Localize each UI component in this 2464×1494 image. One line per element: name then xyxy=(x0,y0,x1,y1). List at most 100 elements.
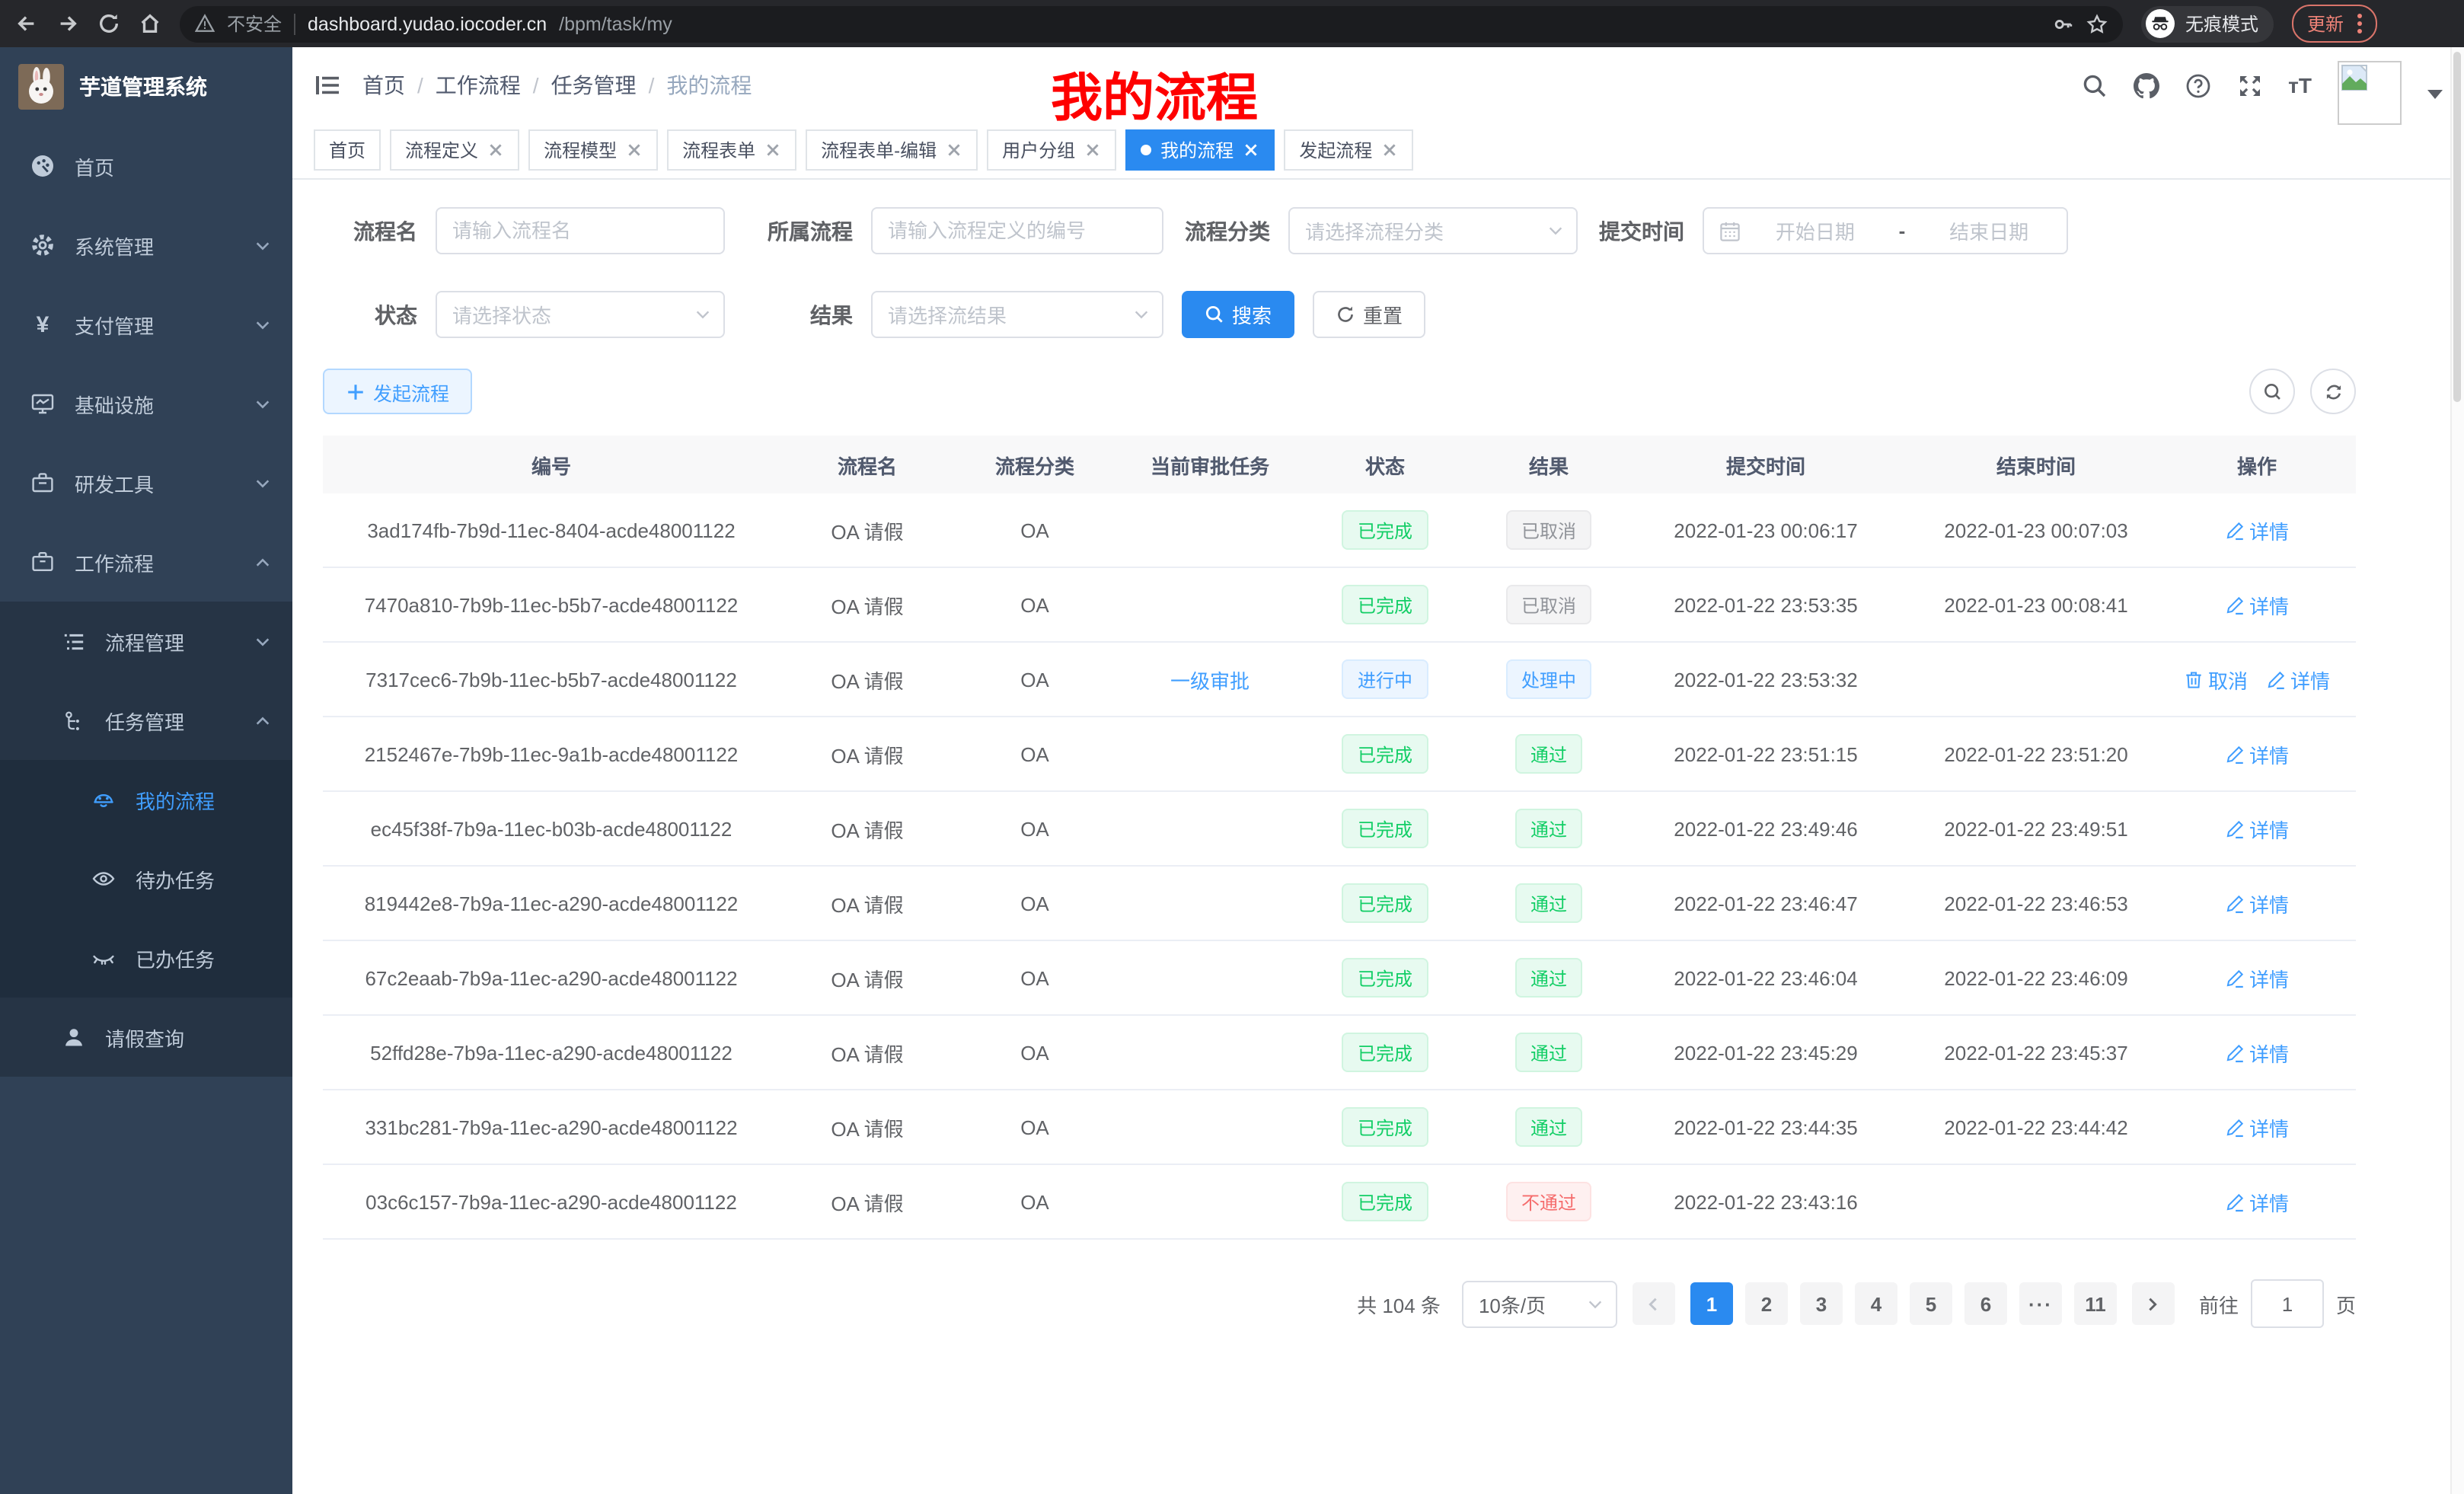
sidebar-item-todo-tasks[interactable]: 待办任务 xyxy=(0,839,292,918)
goto-suffix: 页 xyxy=(2335,1294,2356,1317)
close-icon[interactable] xyxy=(946,142,962,158)
tab-my-process[interactable]: 我的流程 xyxy=(1125,129,1275,171)
status-select[interactable]: 请选择状态 xyxy=(436,291,725,338)
page-button-4[interactable]: 4 xyxy=(1854,1282,1897,1325)
detail-link[interactable]: 详情 xyxy=(2225,1038,2289,1067)
update-button[interactable]: 更新 xyxy=(2292,5,2378,43)
close-icon[interactable] xyxy=(1084,142,1101,158)
breadcrumb-home[interactable]: 首页 xyxy=(362,73,405,97)
divider xyxy=(294,13,296,34)
help-icon[interactable] xyxy=(2185,72,2210,98)
search-button[interactable]: 搜索 xyxy=(1182,291,1295,338)
reload-icon[interactable] xyxy=(97,12,120,35)
detail-link[interactable]: 详情 xyxy=(2266,665,2330,694)
browser-menu-icon[interactable] xyxy=(2357,14,2363,34)
status-badge: 已完成 xyxy=(1342,809,1428,848)
app-title: 芋道管理系统 xyxy=(79,75,207,99)
task-link[interactable]: 一级审批 xyxy=(1170,669,1250,692)
close-icon[interactable] xyxy=(1381,142,1398,158)
table-row: 7317cec6-7b9b-11ec-b5b7-acde48001122 OA 请… xyxy=(323,643,2356,717)
breadcrumb-current: 我的流程 xyxy=(666,73,752,97)
font-size-icon[interactable]: ᴛT xyxy=(2288,73,2312,97)
page-button-5[interactable]: 5 xyxy=(1909,1282,1952,1325)
chevron-down-icon xyxy=(256,400,270,408)
back-icon[interactable] xyxy=(15,12,38,35)
sidebar-item-devtools[interactable]: 研发工具 xyxy=(0,443,292,522)
page-button-6[interactable]: 6 xyxy=(1964,1282,2007,1325)
detail-link[interactable]: 详情 xyxy=(2225,963,2289,992)
sidebar-item-payment[interactable]: ¥ 支付管理 xyxy=(0,285,292,364)
breadcrumb-workflow[interactable]: 工作流程 xyxy=(435,73,521,97)
update-label: 更新 xyxy=(2307,14,2344,35)
search-icon[interactable] xyxy=(2081,72,2107,98)
cancel-link[interactable]: 取消 xyxy=(2184,665,2248,694)
address-bar[interactable]: 不安全 dashboard.yudao.iocoder.cn/bpm/task/… xyxy=(180,5,2123,42)
detail-link[interactable]: 详情 xyxy=(2225,590,2289,619)
tab-user-group[interactable]: 用户分组 xyxy=(987,129,1117,171)
sidebar-item-leave-query[interactable]: 请假查询 xyxy=(0,998,292,1077)
reset-button[interactable]: 重置 xyxy=(1313,291,1426,338)
goto-page-input[interactable] xyxy=(2250,1279,2324,1328)
active-dot xyxy=(1141,145,1152,155)
cell-status: 已完成 xyxy=(1305,734,1465,774)
close-icon[interactable] xyxy=(487,142,504,158)
yen-icon: ¥ xyxy=(36,311,49,337)
refresh-table-button[interactable] xyxy=(2310,369,2356,414)
password-key-icon[interactable] xyxy=(2053,13,2074,34)
page-size-select[interactable]: 10条/页 xyxy=(1461,1280,1617,1327)
create-process-button[interactable]: 发起流程 xyxy=(323,369,473,414)
close-icon[interactable] xyxy=(1243,142,1259,158)
detail-link[interactable]: 详情 xyxy=(2225,516,2289,544)
forward-icon[interactable] xyxy=(56,12,79,35)
home-icon[interactable] xyxy=(139,12,161,35)
bookmark-star-icon[interactable] xyxy=(2086,13,2108,34)
page-button-2[interactable]: 2 xyxy=(1744,1282,1788,1325)
category-select[interactable]: 请选择流程分类 xyxy=(1288,207,1578,254)
avatar[interactable] xyxy=(2338,61,2402,125)
detail-link[interactable]: 详情 xyxy=(2225,739,2289,768)
detail-link[interactable]: 详情 xyxy=(2225,1113,2289,1141)
close-icon[interactable] xyxy=(626,142,643,158)
tab-home[interactable]: 首页 xyxy=(314,129,381,171)
sidebar-item-task-mgmt[interactable]: 任务管理 xyxy=(0,681,292,760)
show-search-button[interactable] xyxy=(2249,369,2295,414)
more-pages-button[interactable]: ··· xyxy=(2019,1282,2062,1325)
page-button-11[interactable]: 11 xyxy=(2073,1282,2117,1325)
date-start: 开始日期 xyxy=(1775,221,1855,244)
tab-process-form-edit[interactable]: 流程表单-编辑 xyxy=(806,129,978,171)
sidebar-item-process-mgmt[interactable]: 流程管理 xyxy=(0,602,292,681)
breadcrumb-task-mgmt[interactable]: 任务管理 xyxy=(551,73,637,97)
github-icon[interactable] xyxy=(2133,72,2159,98)
scrollbar-thumb[interactable] xyxy=(2453,52,2461,402)
next-page-button[interactable] xyxy=(2131,1282,2175,1325)
tab-start-process[interactable]: 发起流程 xyxy=(1284,129,1414,171)
fullscreen-icon[interactable] xyxy=(2236,72,2262,98)
cell-category: OA xyxy=(1020,1190,1049,1213)
page-button-3[interactable]: 3 xyxy=(1799,1282,1843,1325)
date-range-picker[interactable]: 开始日期 - 结束日期 xyxy=(1703,207,2068,254)
tab-process-model[interactable]: 流程模型 xyxy=(528,129,659,171)
detail-link[interactable]: 详情 xyxy=(2225,889,2289,918)
definition-input[interactable] xyxy=(871,207,1163,254)
scrollbar[interactable] xyxy=(2450,47,2464,1494)
process-name-input[interactable] xyxy=(436,207,725,254)
page-button-1[interactable]: 1 xyxy=(1690,1282,1733,1325)
detail-link[interactable]: 详情 xyxy=(2225,1187,2289,1216)
sidebar-item-system[interactable]: 系统管理 xyxy=(0,206,292,285)
sidebar-item-workflow[interactable]: 工作流程 xyxy=(0,522,292,602)
sidebar-item-infra[interactable]: 基础设施 xyxy=(0,364,292,443)
tab-process-form[interactable]: 流程表单 xyxy=(667,129,797,171)
cell-end-time: 2022-01-23 00:08:41 xyxy=(1944,593,2128,616)
result-select[interactable]: 请选择流结果 xyxy=(871,291,1163,338)
tab-process-definition[interactable]: 流程定义 xyxy=(390,129,520,171)
close-icon[interactable] xyxy=(764,142,781,158)
result-badge: 通过 xyxy=(1514,809,1582,848)
prev-page-button[interactable] xyxy=(1632,1282,1675,1325)
status-badge: 已完成 xyxy=(1342,1107,1428,1147)
sidebar-item-home[interactable]: 首页 xyxy=(0,126,292,206)
chevron-down-icon[interactable] xyxy=(2427,90,2443,99)
sidebar-item-my-process[interactable]: 我的流程 xyxy=(0,760,292,839)
sidebar-item-done-tasks[interactable]: 已办任务 xyxy=(0,918,292,998)
hamburger-icon[interactable] xyxy=(314,72,341,99)
detail-link[interactable]: 详情 xyxy=(2225,814,2289,843)
